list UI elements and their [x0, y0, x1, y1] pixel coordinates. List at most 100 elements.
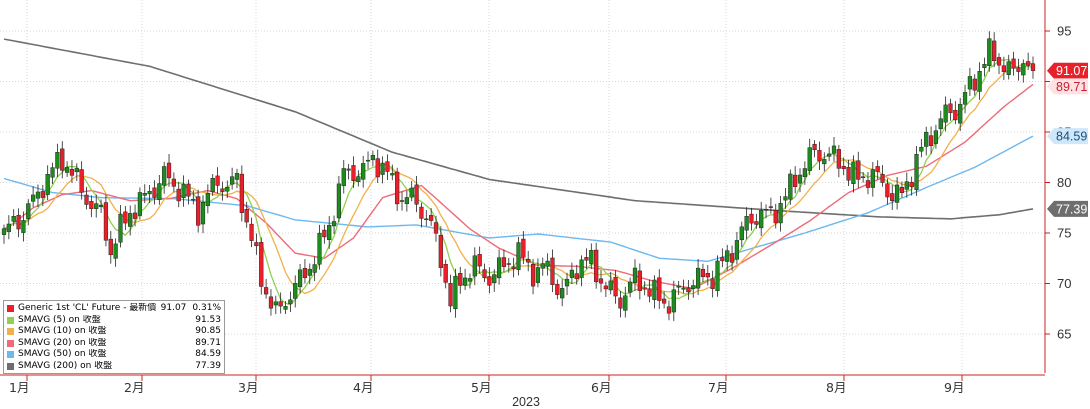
candle-body: [259, 242, 264, 287]
candle: [482, 263, 487, 283]
sma200-line: [3, 38, 1034, 220]
candle: [841, 157, 846, 176]
candle: [943, 96, 948, 132]
candle: [492, 269, 497, 292]
candle-body: [662, 298, 667, 304]
candle: [695, 259, 701, 296]
candle: [540, 257, 545, 276]
candle: [147, 185, 152, 204]
candle: [608, 272, 613, 295]
candle: [336, 176, 342, 223]
candle-body: [530, 264, 536, 287]
legend-swatch-sma5: [7, 316, 14, 324]
candle-body: [162, 166, 167, 186]
candle: [530, 259, 536, 295]
candle-body: [186, 183, 191, 197]
candle-body: [589, 250, 594, 264]
candle: [273, 295, 278, 315]
candle: [6, 215, 11, 240]
candle-body: [759, 210, 764, 229]
candle-body: [797, 174, 803, 184]
candle: [875, 160, 880, 180]
candle: [657, 269, 662, 309]
candle-body: [856, 160, 861, 180]
candle-body: [710, 278, 715, 289]
candle: [715, 255, 720, 297]
candle: [103, 194, 109, 247]
candle: [506, 257, 511, 273]
candle-body: [705, 273, 710, 278]
candle: [686, 280, 691, 300]
candle: [429, 208, 434, 226]
x-tick-label: 6月: [591, 380, 611, 395]
candle-body: [594, 249, 599, 283]
x-tick-label: 3月: [238, 380, 258, 395]
candle: [205, 184, 210, 214]
candle-body: [613, 277, 618, 297]
candle: [254, 233, 259, 255]
candle-body: [579, 259, 584, 278]
candle-body: [763, 208, 769, 211]
candle: [720, 248, 725, 268]
price-tag-sma200: 77.39: [1047, 200, 1088, 217]
candle: [356, 170, 361, 187]
candle: [98, 199, 104, 214]
candle: [249, 217, 254, 248]
candle: [948, 98, 953, 121]
candle: [346, 163, 351, 180]
candle: [773, 203, 778, 229]
candle: [729, 245, 735, 271]
candle: [453, 268, 458, 318]
candle: [899, 181, 905, 198]
candle-body: [817, 150, 822, 162]
candle: [419, 202, 424, 228]
candle-body: [992, 40, 997, 62]
candle-body: [773, 210, 778, 224]
candle-body: [827, 153, 832, 157]
candle-body: [890, 193, 895, 202]
legend-value: 89.71: [195, 337, 221, 348]
candle: [797, 168, 803, 193]
legend-swatch-sma50: [7, 351, 14, 359]
candle-body: [6, 223, 11, 233]
candle: [550, 249, 555, 293]
candle-body: [521, 238, 526, 258]
candle: [516, 236, 521, 276]
candle: [215, 167, 220, 194]
candle-body: [293, 283, 298, 299]
candle-body: [933, 130, 939, 144]
candle-body: [632, 267, 638, 283]
candle: [283, 301, 288, 315]
candle-body: [249, 223, 254, 241]
candle-body: [191, 198, 196, 201]
candle-body: [928, 135, 934, 146]
candle-body: [904, 181, 909, 190]
candle-body: [958, 103, 963, 124]
candle-body: [215, 175, 220, 186]
candle-body: [443, 264, 448, 283]
candle-body: [40, 191, 45, 198]
candle: [1026, 52, 1031, 70]
candle: [671, 280, 676, 322]
candle-body: [715, 260, 720, 292]
price-tag-bg: [1047, 128, 1088, 145]
candle: [108, 230, 113, 264]
candle: [783, 187, 788, 209]
candle-body: [729, 253, 735, 263]
candle: [953, 101, 958, 125]
candle-body: [409, 187, 414, 198]
candle: [496, 249, 502, 285]
candle-body: [21, 220, 26, 233]
candle-body: [1, 228, 7, 235]
candle: [521, 231, 526, 264]
candle-body: [64, 167, 70, 173]
candle: [618, 290, 623, 318]
candle: [395, 167, 400, 211]
candle-body: [1016, 67, 1021, 72]
candle-body: [26, 203, 31, 219]
candle-body: [181, 183, 186, 198]
candle-body: [380, 162, 385, 175]
candle: [992, 32, 997, 68]
candle: [210, 174, 215, 197]
candle: [118, 205, 123, 248]
